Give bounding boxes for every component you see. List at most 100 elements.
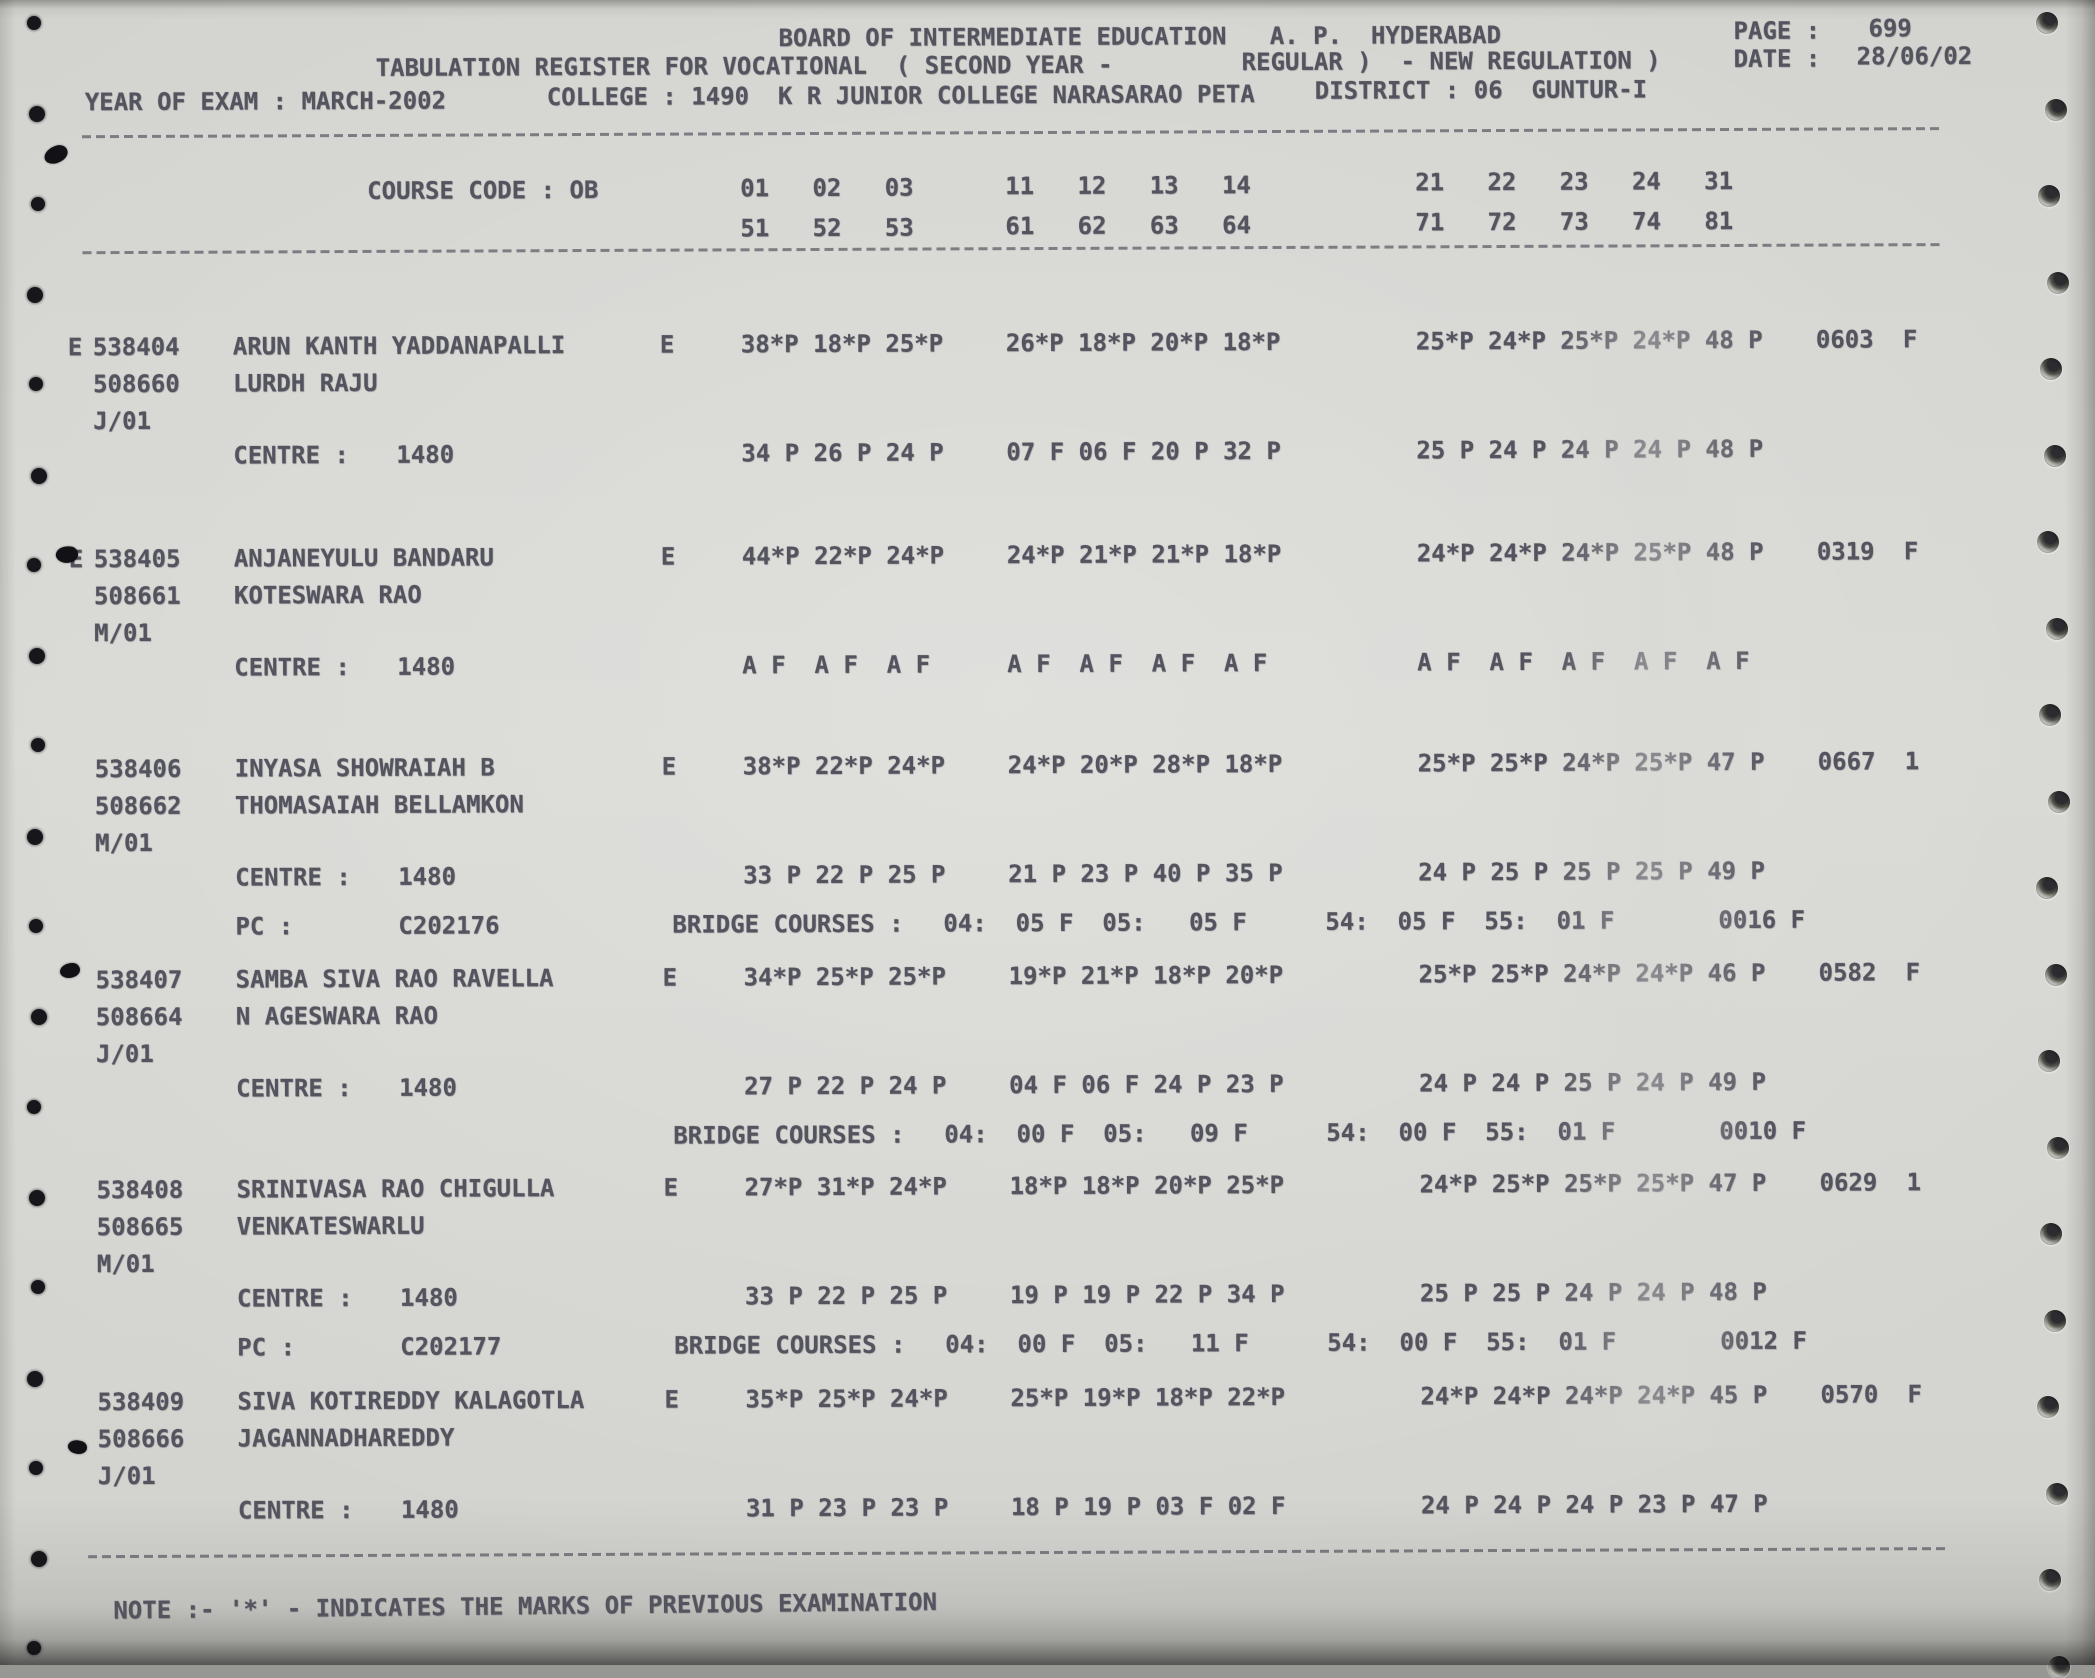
record-reg-no: 538409 (97, 1387, 185, 1417)
punch-dot (29, 377, 43, 392)
student-record: 538409 SIVA KOTIREDDY KALAGOTLA E 35*P 25*P… (2, 1380, 2095, 1595)
record-result: F (1905, 958, 1921, 987)
record-centre-label: CENTRE : (233, 441, 350, 470)
punch-dot (27, 557, 41, 572)
subject-cols-1b: 11 12 13 14 (1005, 171, 1251, 201)
separator-line (82, 243, 1941, 255)
record-m2b: 19 P 19 P 22 P 34 P (1009, 1279, 1285, 1310)
record-m1b: 19*P 21*P 18*P 20*P (1008, 960, 1284, 991)
record-reg-no: 538407 (95, 965, 183, 995)
year-of-exam: YEAR OF EXAM : MARCH-2002 (84, 86, 447, 117)
punch-dot (27, 1099, 41, 1114)
record-month: J/01 (97, 1461, 156, 1491)
scan-edge-bottom (0, 1639, 2095, 1665)
record-m1b: 24*P 21*P 21*P 18*P (1006, 539, 1282, 570)
binder-hole (2045, 98, 2067, 121)
record-month: M/01 (94, 828, 153, 858)
punch-dot (31, 738, 45, 753)
binder-hole (2046, 1482, 2068, 1505)
punch-dot (29, 1189, 45, 1206)
record-bc-total: 0010 F (1719, 1116, 1807, 1146)
record-centre: 1480 (399, 1283, 458, 1312)
record-name: SIVA KOTIREDDY KALAGOTLA (237, 1386, 585, 1416)
record-medium: E (659, 330, 675, 359)
record-father: N AGESWARA RAO (235, 1001, 439, 1031)
record-bc1: 04: 00 F 05: 09 F (944, 1119, 1248, 1149)
record-alt-no: 508666 (97, 1424, 185, 1454)
punch-dot (31, 1551, 47, 1568)
record-m1c: 24*P 24*P 24*P 24*P 45 P (1420, 1380, 1768, 1411)
record-month: M/01 (96, 1249, 155, 1279)
record-m2b: 04 F 06 F 24 P 23 P (1009, 1069, 1284, 1100)
record-bc-label: BRIDGE COURSES : (672, 909, 904, 939)
record-m2c: 24 P 24 P 24 P 23 P 47 P (1420, 1489, 1768, 1520)
binder-hole (2044, 1309, 2066, 1332)
punch-dot (29, 919, 43, 933)
record-centre-label: CENTRE : (237, 1496, 354, 1525)
date-label: DATE : (1733, 44, 1821, 73)
page-number: 699 (1868, 14, 1912, 43)
record-pc: C202177 (400, 1332, 502, 1361)
record-medium: E (662, 963, 678, 992)
record-month: J/01 (95, 1039, 154, 1069)
record-total: 0629 (1819, 1168, 1878, 1197)
record-centre: 1480 (400, 1495, 459, 1524)
record-m2a: 34 P 26 P 24 P (741, 438, 944, 468)
record-name: ANJANEYULU BANDARU (233, 543, 494, 573)
subject-cols-2b: 61 62 63 64 (1005, 211, 1252, 241)
record-m1b: 18*P 18*P 20*P 25*P (1009, 1170, 1285, 1201)
record-m1c: 25*P 25*P 24*P 24*P 46 P (1418, 958, 1766, 989)
binder-hole (2045, 963, 2067, 986)
record-reg-no: 538408 (96, 1175, 184, 1205)
record-m1c: 25*P 24*P 25*P 24*P 48 P (1415, 325, 1763, 356)
register-title: TABULATION REGISTER FOR VOCATIONAL ( SEC… (375, 50, 1113, 82)
binder-hole (2046, 617, 2068, 640)
record-name: ARUN KANTH YADDANAPALLI (232, 331, 566, 361)
student-record: 538408 SRINIVASA RAO CHIGULLA E 27*P 31*P 2… (2, 1168, 2095, 1383)
binder-hole (2038, 185, 2060, 207)
record-month: J/01 (93, 406, 152, 436)
student-record: E 538404 ARUN KANTH YADDANAPALLI E 38*P 18*P… (0, 325, 2094, 540)
record-result: F (1902, 325, 1918, 354)
record-m1b: 26*P 18*P 20*P 18*P (1005, 327, 1281, 358)
record-m1a: 35*P 25*P 24*P (745, 1384, 948, 1414)
record-reg-no: 538404 (92, 332, 180, 362)
binder-hole (2036, 877, 2058, 899)
record-bc1: 04: 00 F 05: 11 F (945, 1329, 1249, 1359)
student-record: 538406 INYASA SHOWRAIAH B E 38*P 22*P 24*P 2… (0, 747, 2095, 962)
record-name: SRINIVASA RAO CHIGULLA (236, 1174, 555, 1204)
record-bc-label: BRIDGE COURSES : (673, 1120, 905, 1150)
board-title: BOARD OF INTERMEDIATE EDUCATION A. P. HY… (778, 21, 1502, 53)
record-centre: 1480 (397, 652, 456, 681)
record-m2a: 33 P 22 P 25 P (743, 860, 946, 890)
record-m1b: 25*P 19*P 18*P 22*P (1010, 1382, 1286, 1413)
binder-hole (2044, 444, 2066, 467)
record-result: 1 (1904, 747, 1920, 776)
record-result: 1 (1906, 1168, 1922, 1197)
binder-hole (2037, 531, 2059, 553)
record-m2c: A F A F A F A F A F (1417, 646, 1750, 677)
subject-cols-1c: 21 22 23 24 31 (1415, 167, 1734, 197)
punch-dot (31, 1009, 47, 1026)
record-bc1: 04: 05 F 05: 05 F (943, 908, 1247, 938)
course-code: COURSE CODE : OB (367, 175, 599, 205)
record-reg-no: 538405 (93, 544, 181, 574)
binder-hole (2040, 358, 2062, 380)
record-bc-total: 0016 F (1718, 905, 1806, 935)
record-m2b: 07 F 06 F 20 P 32 P (1006, 436, 1281, 467)
record-m1a: 34*P 25*P 25*P (743, 962, 946, 992)
binder-hole (2047, 1136, 2069, 1159)
record-pc-label: PC : (235, 912, 294, 941)
student-record: 538407 SAMBA SIVA RAO RAVELLA E 34*P 25*P 2… (1, 958, 2095, 1173)
record-alt-no: 508662 (94, 791, 182, 821)
record-m2c: 24 P 24 P 25 P 24 P 49 P (1419, 1067, 1766, 1098)
punch-dot (27, 828, 43, 845)
regulation-text: REGULAR ) - NEW REGULATION ) (1241, 46, 1661, 77)
punch-dot (27, 1641, 41, 1656)
record-father: THOMASAIAH BELLAMKON (234, 790, 524, 820)
record-pc-label: PC : (237, 1333, 296, 1362)
record-centre-label: CENTRE : (235, 863, 351, 892)
binder-hole (2039, 1569, 2061, 1591)
